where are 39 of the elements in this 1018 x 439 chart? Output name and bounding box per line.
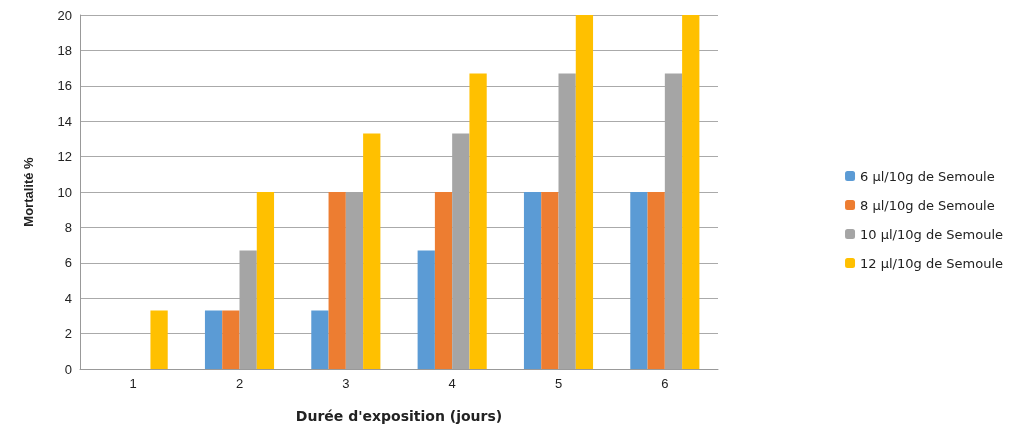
x-tick-label: 3	[342, 376, 350, 391]
y-tick-label: 14	[57, 113, 72, 129]
bar	[630, 192, 648, 369]
x-tick-label: 2	[235, 376, 244, 391]
bar	[541, 192, 559, 369]
y-tick-label: 20	[57, 7, 72, 23]
legend-label: 12 µl/10g de Semoule	[860, 255, 1004, 271]
bar	[434, 192, 453, 369]
y-tick-label: 18	[57, 42, 72, 58]
legend-label: 6 µl/10g de Semoule	[860, 168, 995, 184]
y-tick-label: 2	[64, 326, 72, 342]
y-axis-title: Mortalité %	[21, 156, 36, 227]
bar	[328, 192, 346, 369]
bar	[311, 310, 329, 369]
bar	[256, 192, 275, 369]
bar	[150, 310, 168, 369]
bar	[575, 15, 594, 369]
y-tick-label: 12	[57, 149, 72, 165]
x-tick-label: 1	[129, 376, 137, 391]
bar	[204, 310, 223, 369]
y-tick-label: 8	[64, 219, 72, 235]
x-tick-label: 6	[661, 376, 669, 391]
bar	[363, 133, 381, 369]
x-tick-label: 5	[554, 376, 563, 391]
bar	[417, 250, 435, 369]
bar	[647, 192, 665, 369]
bar	[469, 73, 487, 369]
y-tick-label: 16	[57, 78, 72, 94]
bar	[222, 310, 240, 369]
legend-label: 8 µl/10g de Semoule	[860, 197, 995, 213]
y-tick-label: 6	[64, 255, 72, 271]
bar	[682, 15, 700, 369]
x-axis-title: Durée d'exposition (jours)	[295, 408, 503, 424]
y-tick-label: 0	[64, 361, 72, 377]
y-tick-label: 10	[57, 184, 72, 200]
x-tick-label: 4	[448, 376, 456, 391]
y-tick-label: 4	[64, 290, 72, 306]
legend-label: 10 µl/10g de Semoule	[860, 226, 1004, 242]
bar	[523, 192, 542, 369]
